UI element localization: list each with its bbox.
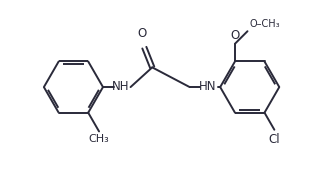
- Text: O: O: [138, 27, 147, 40]
- Text: Cl: Cl: [269, 133, 280, 146]
- Text: CH₃: CH₃: [89, 134, 110, 144]
- Text: O–CH₃: O–CH₃: [249, 19, 280, 29]
- Text: O: O: [230, 29, 239, 42]
- Text: HN: HN: [199, 80, 216, 93]
- Text: NH: NH: [112, 80, 130, 93]
